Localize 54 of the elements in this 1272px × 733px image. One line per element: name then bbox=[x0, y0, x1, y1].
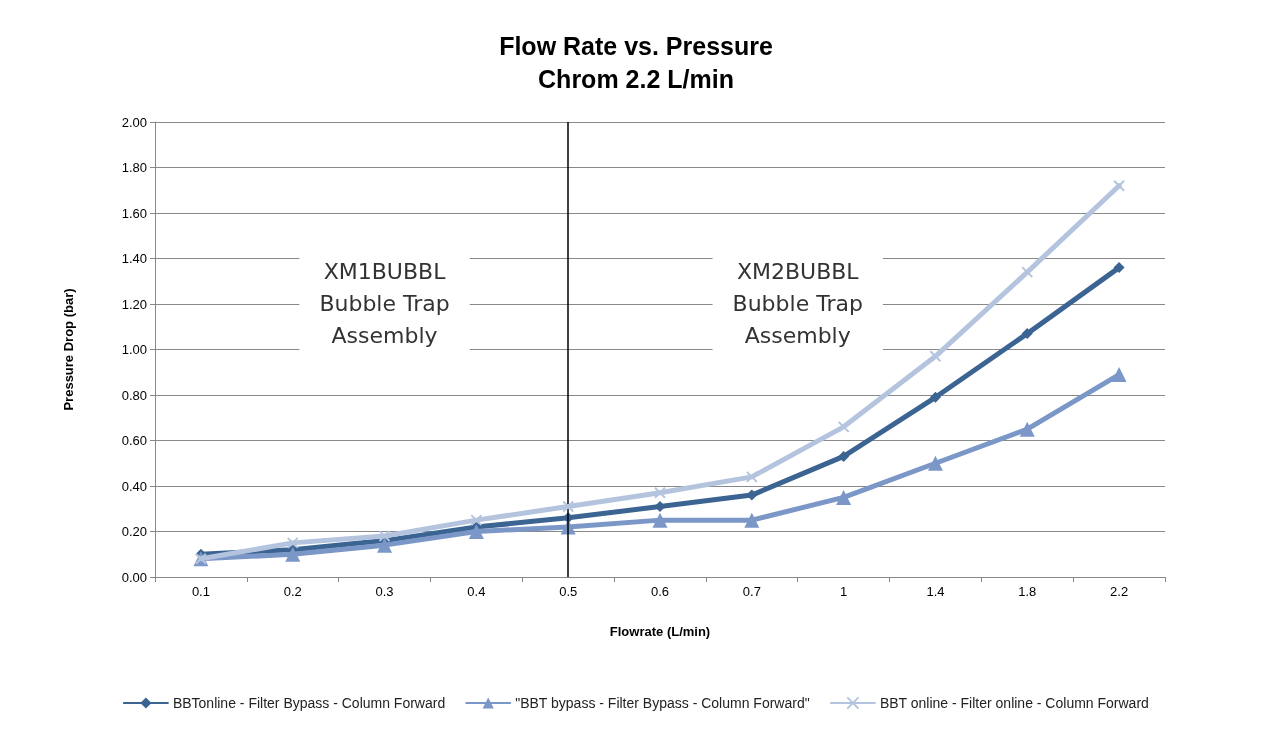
point bbox=[377, 537, 393, 553]
x-tick-label: 0.2 bbox=[283, 584, 302, 599]
x-tick-label: 0.5 bbox=[559, 584, 578, 599]
y-tick-label: 2.00 bbox=[121, 114, 147, 130]
legend-label: "BBT bypass - Filter Bypass - Column Forward" bbox=[515, 695, 810, 711]
point bbox=[927, 455, 943, 471]
x-tick-label: 0.6 bbox=[650, 584, 670, 599]
point bbox=[838, 450, 850, 462]
point bbox=[836, 489, 852, 505]
point bbox=[745, 470, 758, 483]
point bbox=[468, 524, 484, 539]
point bbox=[654, 486, 666, 499]
point bbox=[562, 500, 575, 513]
point bbox=[1021, 328, 1033, 340]
point bbox=[837, 420, 850, 433]
y-tick-label: 0.20 bbox=[121, 524, 147, 539]
chart-subtitle: Chrom 2.2 L/min bbox=[538, 64, 734, 93]
point bbox=[470, 514, 483, 527]
legend-label: BBTonline - Filter Bypass - Column Forward bbox=[172, 695, 446, 711]
x-tick-label: 1.4 bbox=[926, 584, 945, 599]
point bbox=[1111, 367, 1127, 383]
x-tick-label: 0.4 bbox=[467, 584, 486, 599]
y-tick-label: 1.60 bbox=[121, 205, 147, 221]
point bbox=[744, 512, 760, 528]
chart-title: Flow Rate vs. Pressure bbox=[499, 31, 773, 60]
annotation: XM1BUBBL Bubble Trap Assembly bbox=[319, 258, 450, 348]
point bbox=[1113, 262, 1125, 274]
x-axis-title: Flowrate (L/min) bbox=[609, 624, 711, 639]
point bbox=[929, 391, 941, 403]
y-tick-label: 1.40 bbox=[121, 251, 147, 266]
x-tick-label: 1.8 bbox=[1018, 584, 1037, 599]
y-tick-label: 0.60 bbox=[121, 433, 147, 448]
y-tick-label: 0.80 bbox=[121, 387, 147, 403]
x-tick-label: 0.7 bbox=[742, 584, 761, 599]
point bbox=[286, 536, 299, 549]
point bbox=[378, 530, 391, 543]
y-tick-label: 0.40 bbox=[121, 478, 147, 494]
point bbox=[929, 350, 942, 363]
x-tick-label: 0.3 bbox=[375, 584, 394, 599]
y-tick-label: 1.80 bbox=[121, 160, 147, 175]
point bbox=[652, 512, 668, 528]
x-tick-label: 2.2 bbox=[1110, 584, 1129, 599]
x-tick-label: 0.1 bbox=[191, 584, 210, 599]
y-tick-label: 1.00 bbox=[121, 342, 147, 357]
point bbox=[1019, 421, 1035, 437]
y-tick-label: 0.00 bbox=[121, 569, 147, 585]
legend-label: BBT online - Filter online - Column Forward bbox=[879, 695, 1149, 711]
y-tick-label: 1.20 bbox=[121, 296, 147, 312]
x-tick-label: 1 bbox=[840, 584, 848, 599]
point bbox=[1113, 179, 1126, 192]
point bbox=[285, 546, 301, 562]
annotation: XM2BUBBL Bubble Trap Assembly bbox=[732, 258, 863, 348]
y-axis-title: Pressure Drop (bar) bbox=[61, 288, 76, 411]
point bbox=[1021, 266, 1034, 279]
